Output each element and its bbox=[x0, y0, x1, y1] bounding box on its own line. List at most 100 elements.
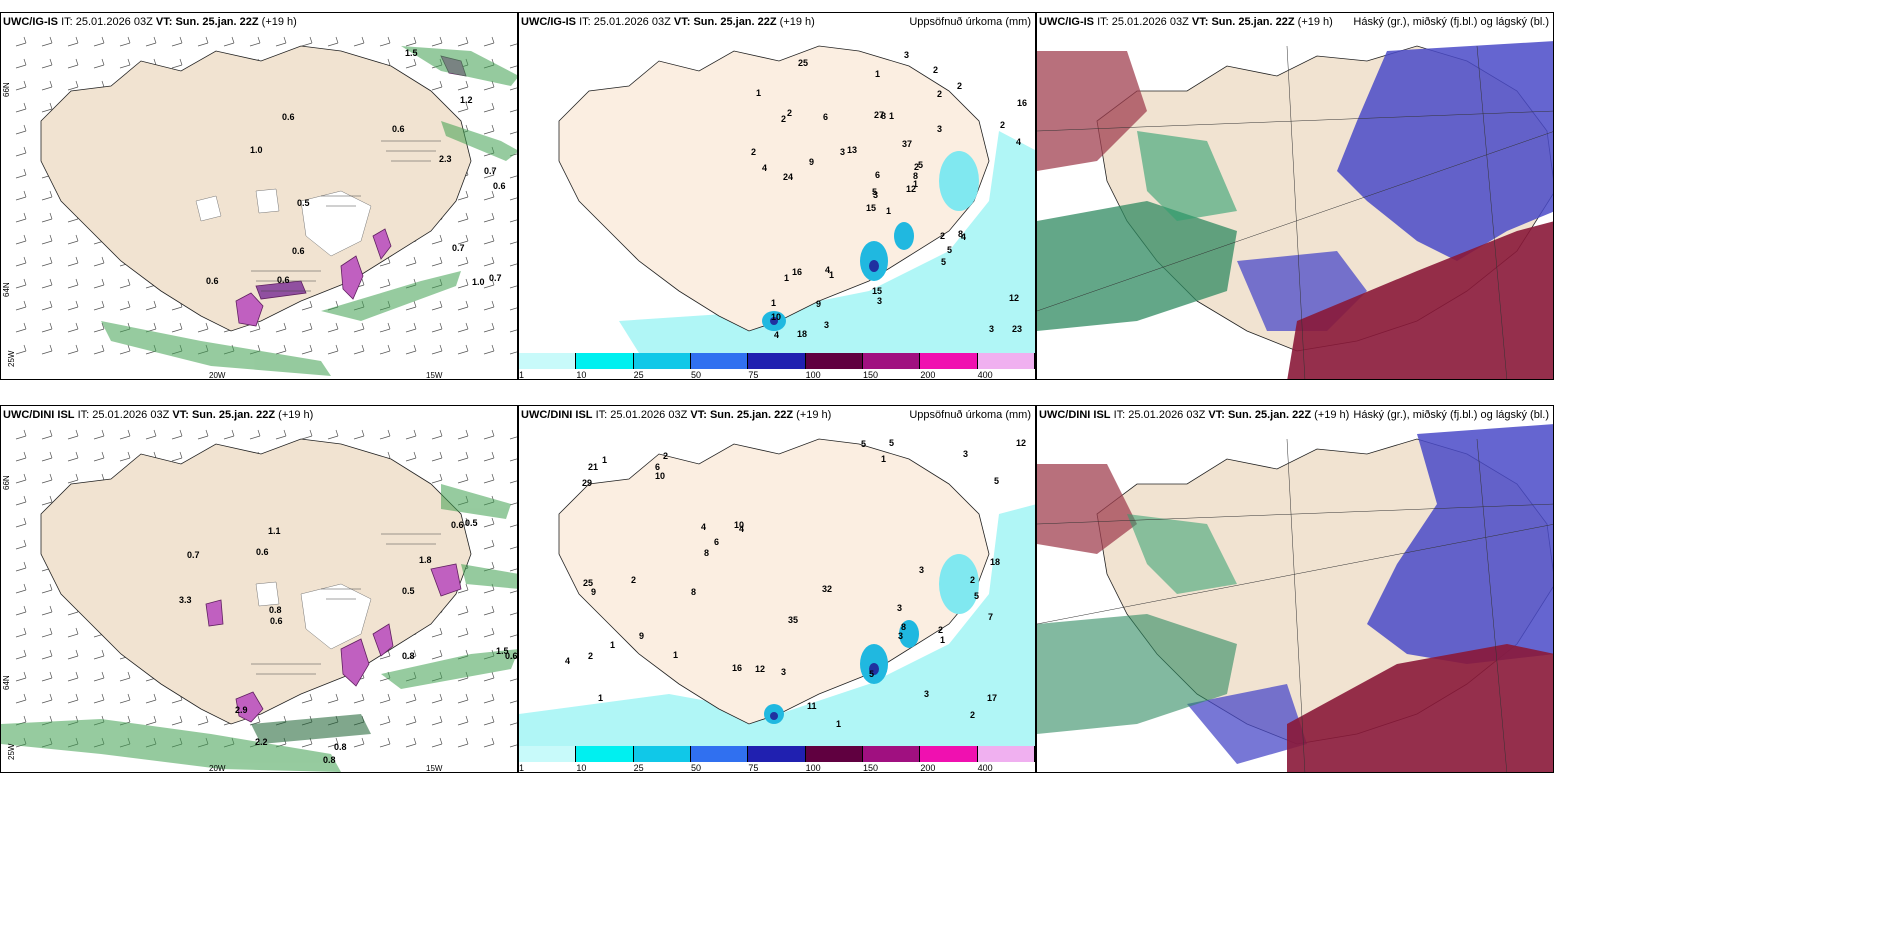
precip-value: 24 bbox=[783, 172, 793, 182]
precip-value: 13 bbox=[847, 145, 857, 155]
colorbar-swatch bbox=[977, 746, 1035, 762]
wind-value: 1.2 bbox=[460, 95, 473, 105]
wind-barb bbox=[119, 344, 131, 355]
wind-value: 0.8 bbox=[269, 605, 282, 615]
colorbar-tick: 25 bbox=[633, 763, 644, 773]
wind-barb bbox=[197, 36, 209, 47]
wind-barb bbox=[483, 671, 495, 682]
graticule bbox=[1037, 45, 1553, 379]
wind-value: 2.9 bbox=[235, 705, 248, 715]
wind-barb bbox=[67, 429, 79, 440]
wind-barb bbox=[509, 634, 517, 638]
precip-value: 4 bbox=[762, 163, 767, 173]
wind-barb bbox=[145, 693, 157, 704]
precip-value: 6 bbox=[655, 462, 660, 472]
wind-barb bbox=[119, 429, 131, 440]
precip-value: 3 bbox=[904, 50, 909, 60]
colorbar-tick: 1 bbox=[519, 370, 525, 380]
wind-barb bbox=[15, 451, 27, 462]
precip-value: 4 bbox=[825, 265, 830, 275]
wind-barb bbox=[379, 715, 391, 726]
wind-barb bbox=[483, 212, 495, 223]
wind-map-dini: 66N 64N 20W 15W 25W 0.7 0.60.50.80.60.80.… bbox=[1, 429, 517, 772]
wind-barb bbox=[353, 344, 365, 355]
wind-barb bbox=[327, 429, 339, 440]
colorbar-tick: 150 bbox=[863, 763, 879, 773]
colorbar-swatch bbox=[977, 353, 1035, 369]
wind-value: 0.7 bbox=[484, 166, 497, 176]
wind-barb bbox=[41, 278, 53, 289]
panel-header: UWC/DINI ISL IT: 25.01.2026 03Z VT: Sun.… bbox=[521, 409, 832, 421]
low-cloud-area bbox=[1367, 424, 1553, 664]
high-cloud-area bbox=[1037, 464, 1137, 554]
wind-barb bbox=[457, 36, 469, 47]
wind-barb bbox=[15, 80, 27, 91]
wind-barb bbox=[327, 693, 339, 704]
wind-barb bbox=[483, 344, 495, 355]
wind-barb bbox=[431, 429, 443, 440]
mid-cloud-area bbox=[1037, 201, 1237, 331]
precip-value: 8 bbox=[958, 229, 963, 239]
wind-barb bbox=[41, 451, 53, 462]
precip-value: 9 bbox=[639, 631, 644, 641]
wind-value: 0.7 bbox=[452, 243, 465, 253]
wind-barb bbox=[301, 36, 313, 47]
wind-barb bbox=[405, 715, 417, 726]
high-cloud-area bbox=[1287, 221, 1553, 379]
wind-barb bbox=[509, 285, 517, 289]
wind-barb bbox=[353, 429, 365, 440]
wind-barb bbox=[223, 429, 235, 440]
wind-value: 0.7 bbox=[489, 273, 502, 283]
wind-barb bbox=[41, 671, 53, 682]
wind-barb bbox=[67, 234, 79, 245]
wind-barb bbox=[509, 458, 517, 462]
precip-value: 1 bbox=[598, 693, 603, 703]
wind-barb bbox=[93, 300, 105, 311]
wind-value-labels: 0.7 0.60.50.80.60.80.80.60.50.61.51.11.82… bbox=[179, 518, 517, 765]
precip-value: 6 bbox=[714, 537, 719, 547]
wind-value: 1.8 bbox=[419, 555, 432, 565]
precip-value: 8 bbox=[913, 171, 918, 181]
wind-barb bbox=[431, 737, 443, 748]
wind-barb bbox=[457, 627, 469, 638]
wind-barb bbox=[93, 256, 105, 267]
lon-label: 25W bbox=[7, 350, 16, 367]
precip-value: 8 bbox=[704, 548, 709, 558]
wind-barb bbox=[145, 715, 157, 726]
wind-barb bbox=[509, 87, 517, 91]
precip-colorbar: 1 10 25 50 75 100 150 200 400 bbox=[519, 746, 1035, 772]
wind-barb bbox=[457, 605, 469, 616]
colorbar-swatch bbox=[691, 746, 749, 762]
wind-barb bbox=[483, 473, 495, 484]
precip-value: 5 bbox=[889, 438, 894, 448]
colorbar-swatch bbox=[748, 353, 806, 369]
colorbar-swatch bbox=[576, 746, 634, 762]
wind-barb bbox=[119, 58, 131, 69]
precip-value: 1 bbox=[886, 206, 891, 216]
wind-barb bbox=[431, 36, 443, 47]
colorbar-swatch bbox=[920, 746, 978, 762]
wind-value: 0.6 bbox=[256, 547, 269, 557]
precip-value: 3 bbox=[840, 147, 845, 157]
colorbar-tick: 200 bbox=[920, 763, 936, 773]
wind-value: 0.8 bbox=[334, 742, 347, 752]
colorbar-swatch bbox=[633, 353, 691, 369]
wind-barb bbox=[457, 451, 469, 462]
colorbar-swatch bbox=[920, 353, 978, 369]
wind-barb bbox=[93, 693, 105, 704]
precip-value: 2 bbox=[787, 108, 792, 118]
wind-barb bbox=[93, 344, 105, 355]
hatched-area bbox=[251, 533, 441, 675]
panel-igis-precip: UWC/IG-IS IT: 25.01.2026 03Z VT: Sun. 25… bbox=[518, 12, 1036, 380]
precip-value: 1 bbox=[889, 111, 894, 121]
colorbar-swatch bbox=[576, 353, 634, 369]
wind-bands bbox=[1, 484, 517, 772]
wind-barb bbox=[509, 546, 517, 550]
wind-barb bbox=[171, 36, 183, 47]
wind-value: 0.6 bbox=[292, 246, 305, 256]
colorbar-swatch bbox=[805, 746, 863, 762]
precip-value: 25 bbox=[798, 58, 808, 68]
wind-barb bbox=[483, 124, 495, 135]
wind-barb bbox=[67, 278, 79, 289]
wind-barb bbox=[353, 322, 365, 333]
